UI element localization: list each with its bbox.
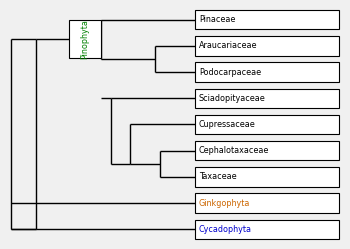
FancyBboxPatch shape — [195, 115, 339, 134]
Text: Cycadophyta: Cycadophyta — [199, 225, 252, 234]
Text: Podocarpaceae: Podocarpaceae — [199, 68, 261, 77]
Text: Pinaceae: Pinaceae — [199, 15, 235, 24]
FancyBboxPatch shape — [195, 167, 339, 187]
FancyBboxPatch shape — [195, 193, 339, 213]
FancyBboxPatch shape — [195, 220, 339, 239]
Text: Taxaceae: Taxaceae — [199, 172, 237, 181]
Text: Araucariaceae: Araucariaceae — [199, 41, 257, 50]
Text: Cupressaceae: Cupressaceae — [199, 120, 256, 129]
Text: Pinophyta: Pinophyta — [80, 19, 89, 59]
FancyBboxPatch shape — [195, 36, 339, 56]
FancyBboxPatch shape — [195, 10, 339, 29]
Text: Cephalotaxaceae: Cephalotaxaceae — [199, 146, 269, 155]
FancyBboxPatch shape — [195, 141, 339, 160]
Text: Sciadopityaceae: Sciadopityaceae — [199, 94, 266, 103]
FancyBboxPatch shape — [195, 89, 339, 108]
FancyBboxPatch shape — [69, 20, 100, 58]
Text: Ginkgophyta: Ginkgophyta — [199, 199, 250, 208]
FancyBboxPatch shape — [195, 62, 339, 82]
